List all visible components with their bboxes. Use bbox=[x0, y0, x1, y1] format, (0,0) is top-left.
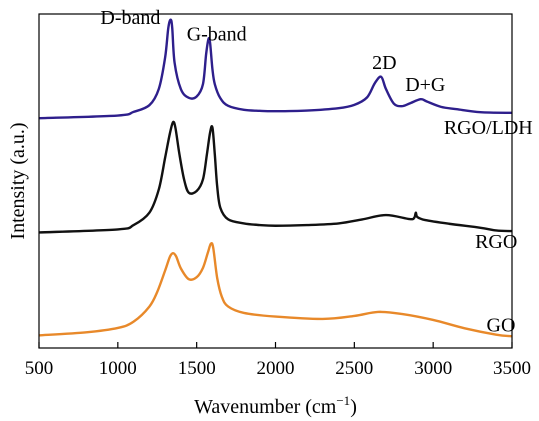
x-tick-layer: 500 1000 1500 2000 2500 3000 3500 bbox=[25, 342, 531, 379]
peak-annotation-d-band: D-band bbox=[100, 7, 160, 29]
series-line-rgo bbox=[38, 120, 513, 234]
x-tick-label-1500: 1500 bbox=[178, 358, 216, 379]
series-label-go: GO bbox=[487, 314, 516, 336]
x-axis-title: Wavenumber (cm−1) bbox=[194, 393, 357, 418]
series-label-rgo-ldh: RGO/LDH bbox=[444, 117, 533, 139]
x-axis-title-superscript: −1 bbox=[336, 393, 350, 408]
series-layer bbox=[38, 18, 513, 338]
y-axis-title: Intensity (a.u.) bbox=[7, 122, 29, 239]
plot-frame bbox=[38, 13, 513, 349]
peak-annotation-2d: 2D bbox=[372, 52, 396, 74]
peak-annotation-g-band: G-band bbox=[187, 24, 247, 46]
x-tick-label-2500: 2500 bbox=[335, 358, 373, 379]
x-tick-label-1000: 1000 bbox=[99, 358, 137, 379]
peak-annotation-d-g: D+G bbox=[405, 74, 445, 96]
series-line-go bbox=[38, 241, 513, 338]
x-tick-label-3000: 3000 bbox=[414, 358, 452, 379]
series-line-rgo-ldh bbox=[38, 18, 513, 120]
x-tick-label-2000: 2000 bbox=[257, 358, 295, 379]
series-label-rgo: RGO bbox=[475, 231, 517, 253]
x-tick-label-3500: 3500 bbox=[493, 358, 531, 379]
annotation-layer: D-band G-band 2D D+G RGO/LDH RGO GO bbox=[100, 7, 532, 336]
x-tick-label-500: 500 bbox=[25, 358, 54, 379]
